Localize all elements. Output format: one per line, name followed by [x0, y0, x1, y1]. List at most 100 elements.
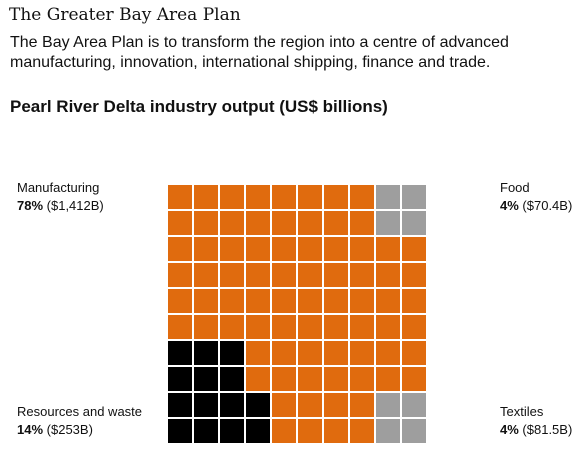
waffle-cell-manufacturing — [246, 289, 270, 313]
waffle-cell-textiles — [376, 419, 400, 443]
waffle-cell-manufacturing — [376, 341, 400, 365]
waffle-cell-manufacturing — [350, 315, 374, 339]
waffle-cell-manufacturing — [272, 185, 296, 209]
waffle-cell-manufacturing — [220, 211, 244, 235]
waffle-cell-manufacturing — [168, 315, 192, 339]
waffle-cell-resources-and-waste — [246, 419, 270, 443]
waffle-cell-manufacturing — [168, 289, 192, 313]
waffle-cell-manufacturing — [324, 419, 348, 443]
waffle-cell-resources-and-waste — [194, 367, 218, 391]
waffle-cell-manufacturing — [168, 185, 192, 209]
waffle-cell-manufacturing — [272, 341, 296, 365]
waffle-cell-manufacturing — [402, 367, 426, 391]
waffle-cell-manufacturing — [350, 341, 374, 365]
waffle-cell-manufacturing — [402, 315, 426, 339]
waffle-cell-manufacturing — [350, 263, 374, 287]
waffle-cell-manufacturing — [376, 289, 400, 313]
waffle-cell-manufacturing — [194, 211, 218, 235]
waffle-cell-manufacturing — [298, 341, 322, 365]
waffle-cell-manufacturing — [298, 315, 322, 339]
waffle-cell-manufacturing — [324, 237, 348, 261]
waffle-cell-manufacturing — [168, 211, 192, 235]
waffle-cell-resources-and-waste — [220, 341, 244, 365]
waffle-cell-manufacturing — [272, 367, 296, 391]
waffle-cell-resources-and-waste — [194, 341, 218, 365]
waffle-cell-manufacturing — [194, 185, 218, 209]
waffle-cell-manufacturing — [298, 367, 322, 391]
waffle-cell-manufacturing — [298, 237, 322, 261]
waffle-cell-food — [376, 185, 400, 209]
waffle-cell-manufacturing — [272, 211, 296, 235]
waffle-cell-resources-and-waste — [246, 393, 270, 417]
waffle-cell-resources-and-waste — [194, 419, 218, 443]
waffle-chart — [168, 185, 426, 443]
waffle-cell-manufacturing — [246, 263, 270, 287]
waffle-cell-manufacturing — [350, 393, 374, 417]
waffle-cell-manufacturing — [324, 263, 348, 287]
waffle-cell-manufacturing — [220, 263, 244, 287]
label-manufacturing-name: Manufacturing — [17, 180, 100, 195]
waffle-cell-manufacturing — [402, 341, 426, 365]
waffle-cell-food — [402, 211, 426, 235]
label-manufacturing: Manufacturing 78% ($1,412B) — [17, 179, 104, 215]
waffle-cell-manufacturing — [246, 367, 270, 391]
waffle-cell-manufacturing — [246, 315, 270, 339]
waffle-cell-manufacturing — [272, 419, 296, 443]
waffle-cell-food — [402, 185, 426, 209]
waffle-cell-manufacturing — [298, 419, 322, 443]
waffle-cell-manufacturing — [272, 263, 296, 287]
waffle-cell-manufacturing — [246, 211, 270, 235]
chart-title: Pearl River Delta industry output (US$ b… — [10, 97, 388, 116]
label-resources-and-waste: Resources and waste 14% ($253B) — [17, 403, 142, 439]
waffle-cell-manufacturing — [376, 315, 400, 339]
waffle-cell-manufacturing — [168, 237, 192, 261]
waffle-cell-manufacturing — [220, 185, 244, 209]
label-resources-pct: 14% — [17, 422, 44, 437]
waffle-cell-manufacturing — [272, 393, 296, 417]
waffle-cell-manufacturing — [298, 263, 322, 287]
label-textiles-value: ($81.5B) — [522, 422, 573, 437]
waffle-cell-manufacturing — [168, 263, 192, 287]
waffle-cell-manufacturing — [272, 315, 296, 339]
waffle-cell-manufacturing — [194, 237, 218, 261]
waffle-cell-manufacturing — [298, 185, 322, 209]
waffle-cell-manufacturing — [324, 367, 348, 391]
waffle-cell-manufacturing — [220, 315, 244, 339]
waffle-cell-manufacturing — [376, 263, 400, 287]
waffle-cell-manufacturing — [246, 237, 270, 261]
waffle-cell-manufacturing — [298, 393, 322, 417]
waffle-cell-textiles — [402, 393, 426, 417]
waffle-cell-manufacturing — [402, 289, 426, 313]
waffle-cell-manufacturing — [194, 263, 218, 287]
label-manufacturing-value: ($1,412B) — [46, 198, 104, 213]
waffle-cell-resources-and-waste — [220, 393, 244, 417]
waffle-cell-manufacturing — [324, 185, 348, 209]
label-food-name: Food — [500, 180, 530, 195]
waffle-cell-textiles — [402, 419, 426, 443]
waffle-cell-manufacturing — [272, 289, 296, 313]
waffle-cell-manufacturing — [272, 237, 296, 261]
waffle-cell-resources-and-waste — [168, 419, 192, 443]
waffle-cell-manufacturing — [402, 237, 426, 261]
label-food-value: ($70.4B) — [522, 198, 573, 213]
waffle-cell-manufacturing — [350, 237, 374, 261]
waffle-cell-textiles — [376, 393, 400, 417]
waffle-cell-manufacturing — [376, 237, 400, 261]
label-food-pct: 4% — [500, 198, 519, 213]
label-resources-value: ($253B) — [46, 422, 93, 437]
waffle-cell-resources-and-waste — [220, 419, 244, 443]
waffle-cell-resources-and-waste — [168, 367, 192, 391]
page-title: The Greater Bay Area Plan — [9, 5, 241, 25]
waffle-cell-food — [376, 211, 400, 235]
label-textiles-name: Textiles — [500, 404, 544, 419]
waffle-cell-manufacturing — [350, 367, 374, 391]
waffle-cell-manufacturing — [298, 289, 322, 313]
waffle-cell-manufacturing — [324, 393, 348, 417]
label-resources-name: Resources and waste — [17, 404, 143, 419]
waffle-cell-manufacturing — [246, 341, 270, 365]
page-subtitle: The Bay Area Plan is to transform the re… — [10, 34, 509, 71]
waffle-cell-manufacturing — [324, 315, 348, 339]
waffle-cell-manufacturing — [350, 185, 374, 209]
waffle-cell-manufacturing — [324, 341, 348, 365]
waffle-cell-manufacturing — [350, 419, 374, 443]
